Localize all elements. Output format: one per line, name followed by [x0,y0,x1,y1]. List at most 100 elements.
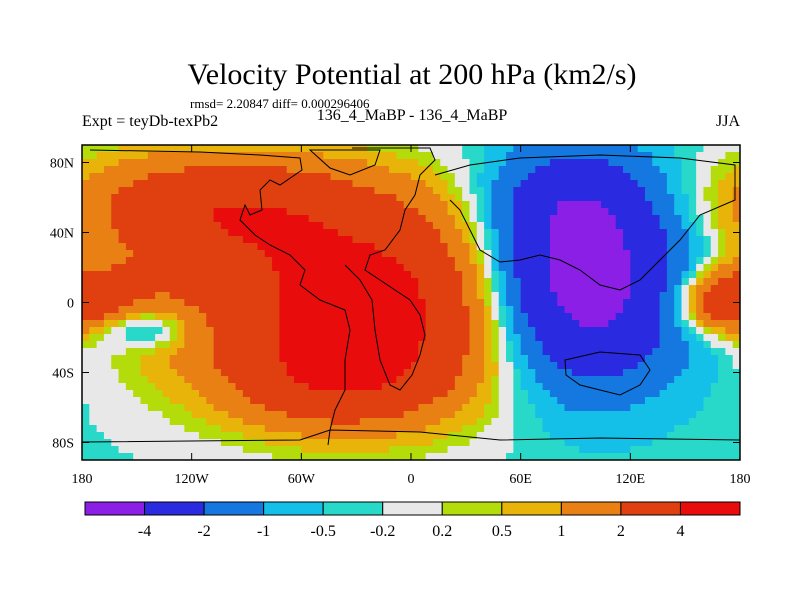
field-cell [688,292,697,300]
field-cell [96,243,105,251]
field-cell [301,173,310,181]
field-cell [352,229,361,237]
field-cell [725,341,734,349]
field-cell [279,306,288,314]
field-cell [140,306,149,314]
x-tick-label: 120E [616,472,646,487]
field-cell [286,383,295,391]
field-cell [323,250,332,258]
field-cell [732,201,740,209]
field-cell [396,145,405,153]
field-cell [520,194,529,202]
field-cell [315,446,324,454]
field-cell [111,397,120,405]
field-cell [732,320,740,328]
field-cell [162,397,171,405]
field-cell [623,271,631,279]
field-cell [425,229,434,237]
field-cell [206,215,215,223]
field-cell [272,453,280,460]
field-cell [257,348,266,356]
field-cell [586,411,595,419]
field-cell [652,390,661,398]
field-cell [279,222,288,230]
field-cell [571,215,580,223]
field-cell [184,152,193,160]
field-cell [593,376,602,384]
field-cell [674,306,683,314]
field-cell [601,327,609,335]
field-cell [447,145,456,153]
field-cell [732,411,740,419]
field-cell [206,390,215,398]
field-cell [374,229,383,237]
field-cell [184,369,193,377]
field-cell [674,418,683,426]
field-cell [644,334,653,342]
field-cell [447,341,456,349]
field-cell [462,320,471,328]
field-cell [257,159,266,167]
field-cell [476,453,485,460]
field-cell [506,369,514,377]
field-cell [315,313,324,321]
field-cell [359,362,368,370]
field-cell [630,411,639,419]
field-cell [125,194,134,202]
field-cell [608,383,617,391]
field-cell [418,292,427,300]
field-cell [198,306,207,314]
field-cell [579,278,588,286]
field-cell [615,404,624,412]
field-cell [696,257,705,265]
field-cell [644,432,653,440]
field-cell [294,152,302,160]
field-cell [294,327,302,335]
field-cell [286,418,295,426]
field-cell [345,425,354,433]
field-cell [557,201,566,209]
field-cell [681,362,690,370]
field-cell [688,362,697,370]
field-cell [527,271,536,279]
field-cell [732,404,740,412]
field-cell [294,439,302,447]
field-cell [330,201,339,209]
field-cell [147,173,156,181]
field-cell [564,383,573,391]
field-cell [601,285,609,293]
field-cell [242,439,251,447]
field-cell [337,222,346,230]
field-cell [111,250,120,258]
field-cell [681,453,690,460]
field-cell [103,383,112,391]
field-cell [484,397,493,405]
field-cell [506,285,514,293]
field-cell [330,446,339,454]
field-cell [155,201,164,209]
field-cell [308,341,317,349]
field-cell [681,201,690,209]
field-cell [696,229,705,237]
field-cell [484,264,493,272]
field-cell [403,243,412,251]
field-cell [177,257,185,265]
field-cell [162,264,171,272]
field-cell [425,418,434,426]
field-cell [133,348,142,356]
field-cell [549,404,558,412]
field-cell [411,320,419,328]
field-cell [527,285,536,293]
field-cell [644,390,653,398]
field-cell [549,180,558,188]
field-cell [484,208,493,216]
field-cell [155,257,164,265]
field-cell [718,306,726,314]
field-cell [323,397,332,405]
field-cell [308,145,317,153]
field-cell [242,320,251,328]
field-cell [155,439,164,447]
field-cell [564,299,573,307]
field-cell [403,145,412,153]
field-cell [206,313,215,321]
